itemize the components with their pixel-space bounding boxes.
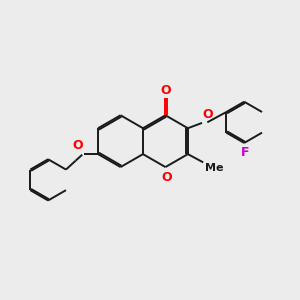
Text: Me: Me bbox=[205, 163, 223, 173]
Text: F: F bbox=[241, 146, 249, 159]
Text: O: O bbox=[202, 108, 213, 121]
Text: O: O bbox=[160, 84, 171, 97]
Text: O: O bbox=[72, 140, 83, 152]
Text: O: O bbox=[161, 171, 172, 184]
